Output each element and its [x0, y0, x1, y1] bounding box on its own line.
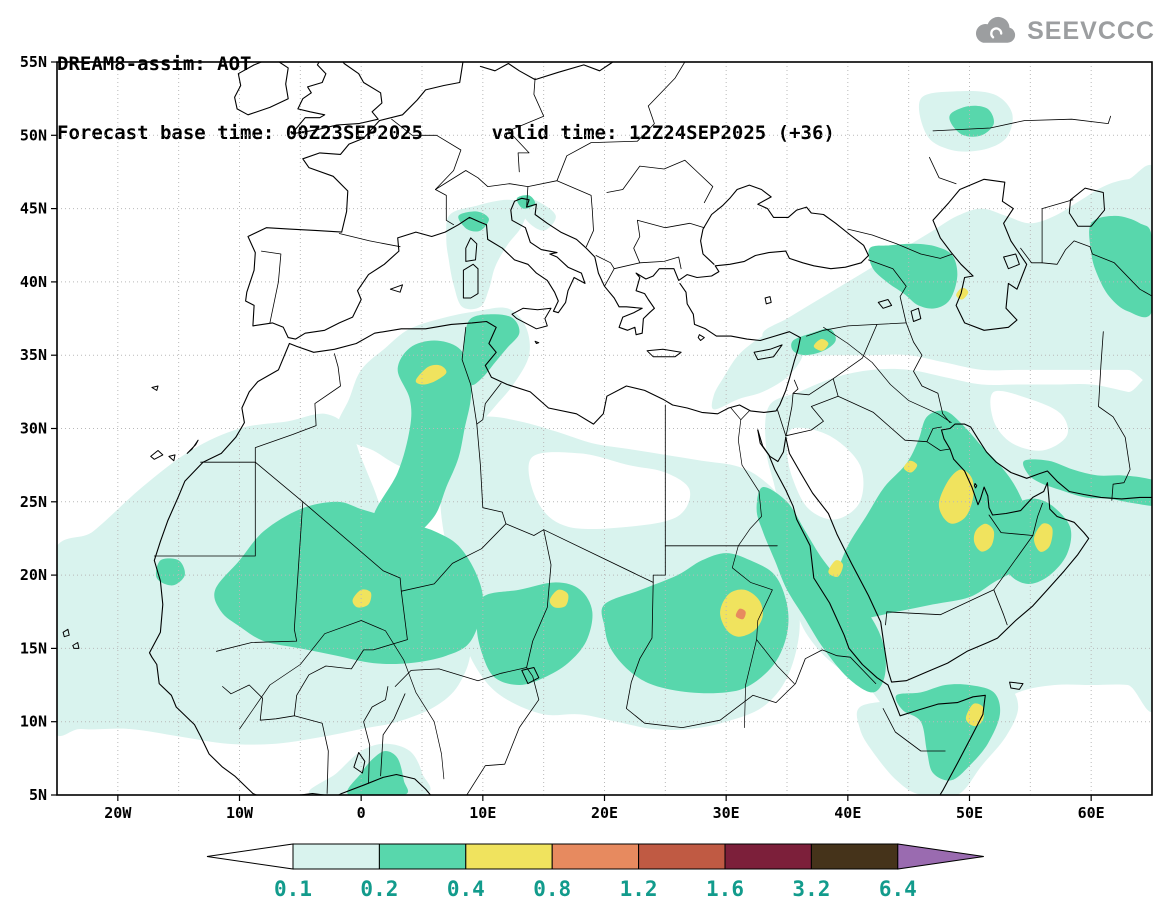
title-block: DREAM8-assim: AOT Forecast base time: 00…: [57, 7, 835, 191]
aot-fill-layer: [57, 90, 1152, 795]
axis-labels: 20W 10W 0 10E 20E 30E 40E 50E 60E 5N 10N 15N 20N 25N 3…: [20, 53, 1105, 822]
seevccc-logo: SEEVCCC: [967, 12, 1155, 50]
colorbar-band: [638, 843, 726, 870]
forecast-times: Forecast base time: 00Z23SEP2025 valid t…: [57, 122, 835, 144]
colorbar-level-label: 0.2: [360, 877, 398, 901]
lon-tick-label: 20W: [104, 804, 132, 822]
lat-tick-label: 35N: [20, 346, 47, 364]
colorbar-band: [378, 843, 467, 870]
lat-tick-label: 40N: [20, 273, 47, 291]
colorbar-level-label: 0.4: [447, 877, 485, 901]
colorbar-band: [810, 843, 899, 870]
lat-tick-label: 10N: [20, 713, 47, 731]
lon-tick-label: 0: [357, 804, 366, 822]
grid-lines: [57, 62, 1152, 795]
colorbar-band: [465, 843, 553, 870]
lon-tick-label: 20E: [591, 804, 618, 822]
colorbar-level-label: 0.8: [533, 877, 571, 901]
colorbar-level-label: 1.2: [620, 877, 658, 901]
lat-tick-label: 15N: [20, 639, 47, 657]
lon-tick-label: 10E: [469, 804, 496, 822]
lon-tick-label: 60E: [1078, 804, 1105, 822]
colorbar-above-arrow: [897, 843, 984, 870]
colorbar-band: [292, 843, 380, 870]
coastlines-and-borders: [62, 62, 1152, 795]
colorbar-level-label: 0.1: [274, 877, 312, 901]
lat-tick-label: 20N: [20, 566, 47, 584]
lon-tick-label: 40E: [834, 804, 861, 822]
colorbar: 0.1 0.2 0.4 0.8 1.2 1.6 3.2 6.4: [206, 843, 984, 901]
logo-text: SEEVCCC: [1027, 16, 1155, 45]
lat-tick-label: 45N: [20, 200, 47, 218]
colorbar-level-label: 6.4: [879, 877, 917, 901]
lat-tick-label: 30N: [20, 420, 47, 438]
colorbar-below-arrow: [206, 843, 294, 870]
colorbar-level-label: 3.2: [792, 877, 830, 901]
lat-tick-label: 55N: [20, 53, 47, 71]
lon-tick-label: 10W: [226, 804, 254, 822]
colorbar-level-label: 1.6: [706, 877, 744, 901]
lat-tick-label: 5N: [29, 786, 47, 804]
lon-tick-label: 30E: [713, 804, 740, 822]
colorbar-band: [551, 843, 640, 870]
lat-tick-label: 50N: [20, 126, 47, 144]
cloud-icon: [976, 16, 1016, 43]
product-title: DREAM8-assim: AOT: [57, 53, 252, 75]
lat-tick-label: 25N: [20, 493, 47, 511]
colorbar-band: [724, 843, 812, 870]
lon-tick-label: 50E: [956, 804, 983, 822]
